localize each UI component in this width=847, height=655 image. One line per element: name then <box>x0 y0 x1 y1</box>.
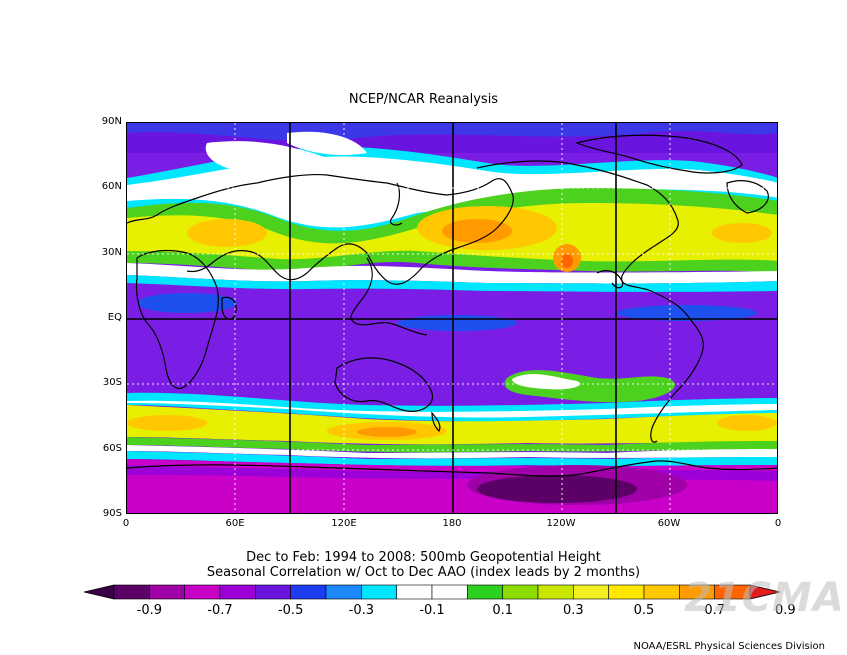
colorbar-swatch <box>255 584 291 600</box>
lon-label-120e: 120E <box>331 518 357 529</box>
colorbar-tick-label: 0.3 <box>562 603 584 618</box>
dotted-grid <box>127 123 777 513</box>
colorbar-swatch <box>643 584 680 600</box>
colorbar-tick-label: -0.7 <box>207 603 233 618</box>
chart-title: NCEP/NCAR Reanalysis <box>348 92 499 107</box>
lat-label-eq: EQ <box>107 312 122 323</box>
lon-label-60w: 60W <box>657 518 681 529</box>
colorbar-swatch <box>537 584 574 600</box>
colorbar-swatch <box>113 584 150 600</box>
colorbar-swatch <box>608 584 645 600</box>
colorbar-swatch <box>325 584 362 600</box>
colorbar-right-arrow <box>749 584 780 600</box>
colorbar-tick-label: 0.7 <box>704 603 725 618</box>
lat-label-30n: 30N <box>101 247 122 258</box>
colorbar-swatch <box>431 584 468 600</box>
map-canvas <box>127 123 777 513</box>
colorbar-swatch <box>149 584 185 600</box>
colorbar-tick-label: -0.9 <box>136 603 163 618</box>
lat-label-60s: 60S <box>102 443 122 454</box>
lon-label-0: 0 <box>122 518 130 529</box>
colorbar-tick-label: -0.3 <box>348 603 375 618</box>
lon-label-120w: 120W <box>546 518 576 529</box>
colorbar <box>84 584 780 600</box>
correlation-map <box>126 122 778 514</box>
colorbar-swatch <box>290 584 327 600</box>
lat-label-60n: 60N <box>101 181 122 192</box>
watermark-logo: 21CMA <box>684 575 845 621</box>
description-line-2: Seasonal Correlation w/ Oct to Dec AAO (… <box>206 565 641 580</box>
colorbar-swatch <box>502 584 539 600</box>
colorbar-tick-label: -0.5 <box>277 603 304 618</box>
colorbar-swatch <box>184 584 221 600</box>
lon-label-60e: 60E <box>225 518 245 529</box>
lat-label-90s: 90S <box>102 508 122 519</box>
colorbar-tick-label: -0.1 <box>419 603 445 618</box>
coastlines <box>127 134 777 477</box>
colorbar-swatch <box>396 584 433 600</box>
colorbar-tick-label: 0.5 <box>633 603 655 618</box>
credit-text: NOAA/ESRL Physical Sciences Division <box>633 641 826 652</box>
colorbar-swatch <box>361 584 397 600</box>
lat-label-30s: 30S <box>102 377 122 388</box>
colorbar-tick-label: 0.1 <box>492 603 513 618</box>
colorbar-left-arrow <box>84 584 115 600</box>
lon-label-180: 180 <box>442 518 462 529</box>
lon-label-0-end: 0 <box>774 518 782 529</box>
colorbar-tick-label: 0.9 <box>774 603 796 618</box>
colorbar-swatch <box>573 584 609 600</box>
colorbar-swatch <box>467 584 503 600</box>
colorbar-swatch <box>219 584 256 600</box>
description-line-1: Dec to Feb: 1994 to 2008: 500mb Geopoten… <box>246 550 601 565</box>
lat-label-90n: 90N <box>101 116 122 127</box>
